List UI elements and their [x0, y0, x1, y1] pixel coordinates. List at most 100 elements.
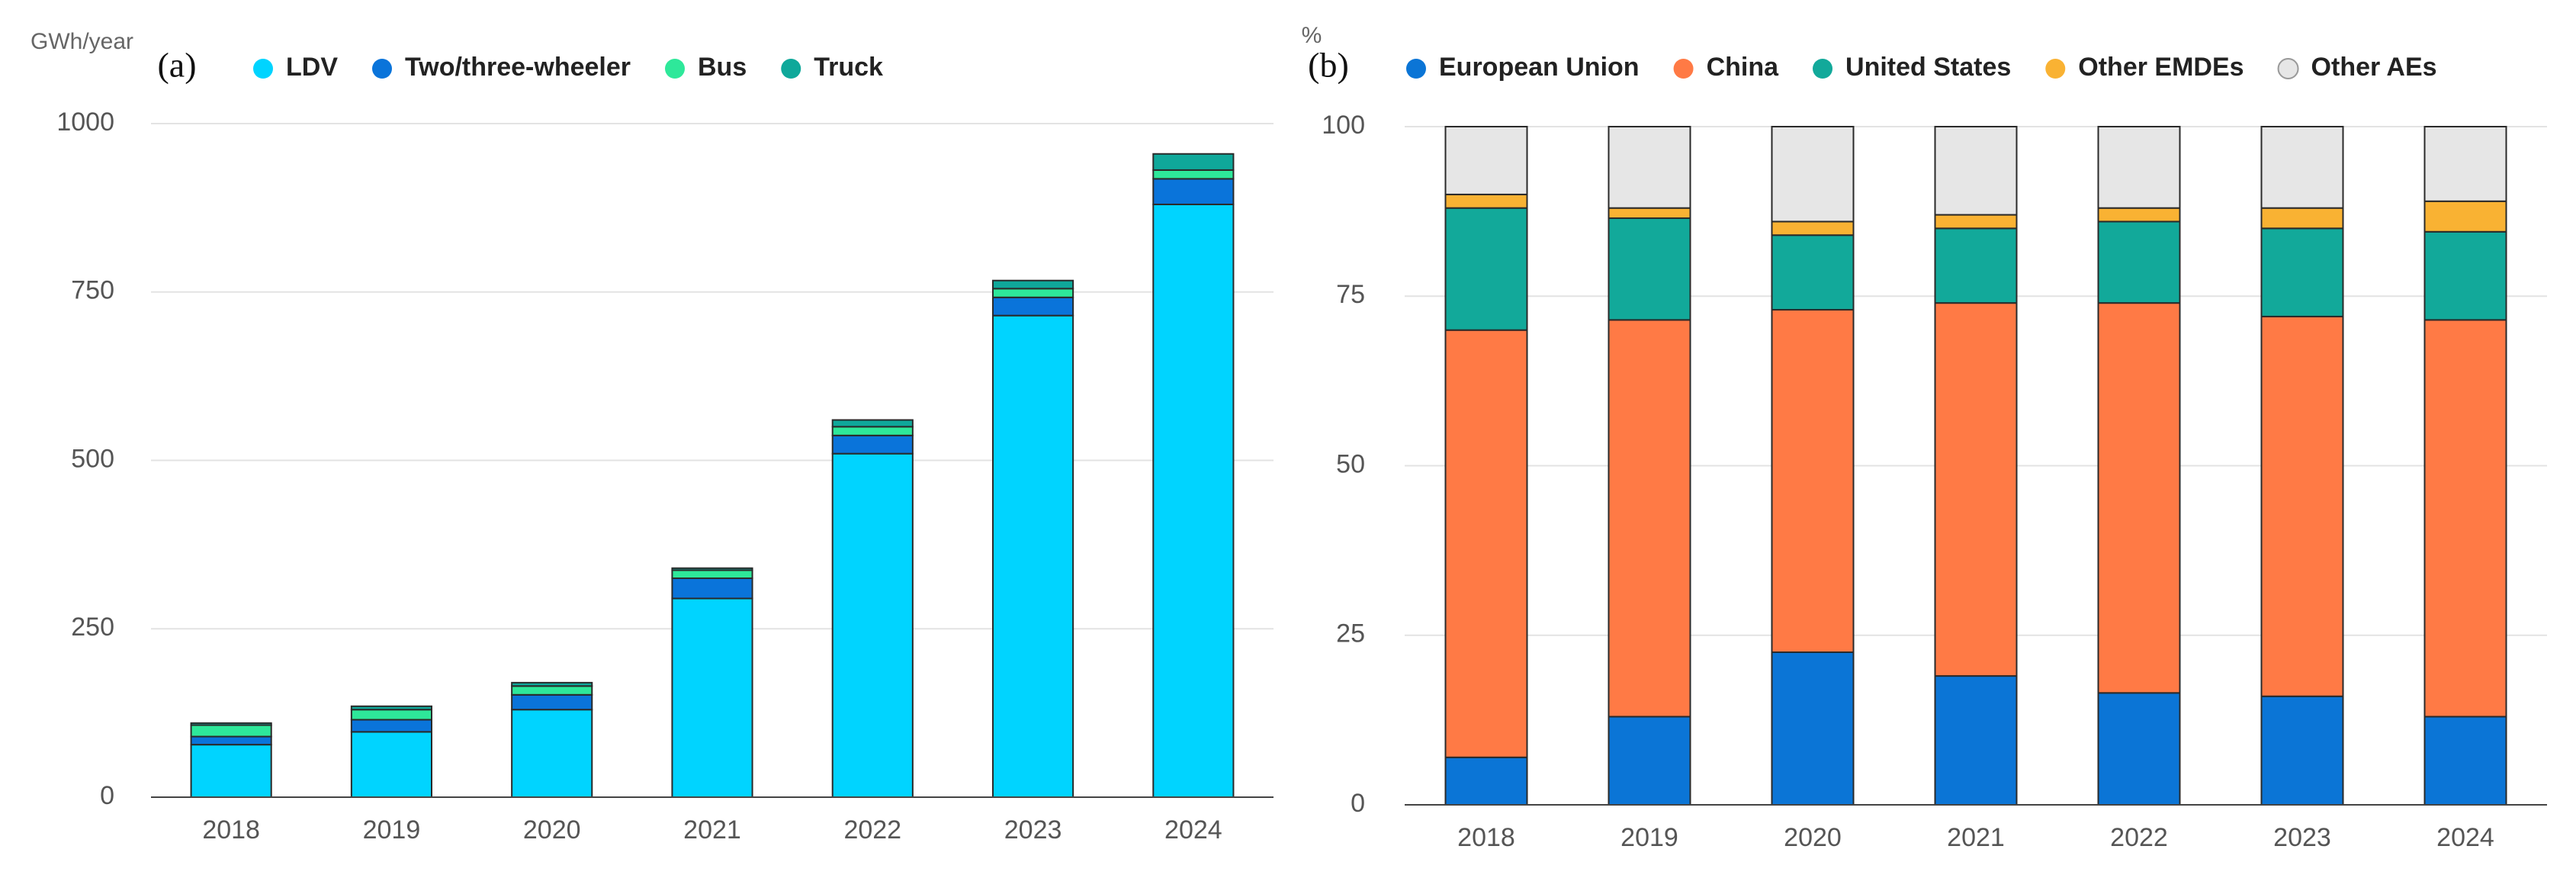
bar-segment	[831, 452, 914, 798]
bar-segment	[831, 426, 914, 436]
legend-label: Truck	[814, 53, 883, 82]
legend-marker	[1813, 59, 1833, 79]
bar-segment	[2260, 207, 2344, 230]
bar-segment	[1444, 126, 1528, 195]
bar-segment	[2423, 200, 2507, 233]
y-tick-label: 50	[1336, 449, 1365, 478]
bar-segment	[190, 724, 272, 738]
panel-title: (b)	[1308, 46, 1349, 85]
legend-marker	[665, 59, 685, 79]
y-tick-label: 25	[1336, 619, 1365, 648]
bar-segment	[2097, 692, 2181, 806]
legend-label: Other AEs	[2311, 53, 2437, 82]
y-axis-unit: %	[1302, 23, 1322, 48]
bar-segment	[2260, 315, 2344, 697]
bar-segment	[350, 731, 433, 798]
y-tick-label: 75	[1336, 280, 1365, 309]
bar-segment	[1771, 126, 1855, 223]
x-tick-label: 2023	[2273, 823, 2331, 852]
x-tick-label: 2021	[1947, 823, 2005, 852]
bar-segment	[1152, 203, 1235, 798]
bar-segment	[2097, 126, 2181, 209]
y-tick-label: 750	[71, 276, 114, 305]
bar-segment	[2423, 126, 2507, 202]
x-tick-label: 2020	[523, 815, 581, 844]
x-tick-label: 2021	[683, 815, 741, 844]
bar-segment	[1934, 302, 2018, 677]
x-tick-label: 2024	[2436, 823, 2494, 852]
bar-segment	[671, 577, 753, 600]
bar-segment	[1152, 169, 1235, 180]
bar-segment	[1152, 178, 1235, 205]
bar-segment	[2097, 207, 2181, 223]
bar-segment	[831, 419, 914, 428]
x-tick-label: 2019	[363, 815, 421, 844]
bar-segment	[1771, 220, 1855, 236]
legend-marker	[253, 59, 273, 79]
bar-segment	[511, 693, 593, 711]
y-tick-label: 250	[71, 613, 114, 642]
x-tick-label: 2018	[202, 815, 260, 844]
bar-segment	[190, 744, 272, 798]
x-tick-label: 2022	[843, 815, 901, 844]
bar-segment	[992, 314, 1074, 798]
bar-segment	[511, 685, 593, 696]
legend-marker	[781, 59, 801, 79]
x-tick-label: 2020	[1784, 823, 1842, 852]
bar-segment	[992, 296, 1074, 317]
bar-segment	[992, 279, 1074, 290]
legend-marker	[2277, 58, 2299, 79]
bar-segment	[1444, 193, 1528, 209]
bar-segment	[1934, 675, 2018, 806]
x-tick-label: 2024	[1164, 815, 1222, 844]
x-tick-label: 2022	[2110, 823, 2168, 852]
bar-segment	[1934, 227, 2018, 304]
legend-marker	[1673, 59, 1694, 79]
bar-segment	[1608, 319, 1691, 718]
bar-segment	[2423, 319, 2507, 718]
bar-segment	[350, 709, 433, 721]
bar-segment	[831, 434, 914, 455]
bar-segment	[1444, 329, 1528, 758]
bar-segment	[350, 705, 433, 711]
bar-segment	[1152, 153, 1235, 171]
legend-marker	[2045, 59, 2066, 79]
bar-segment	[190, 735, 272, 746]
bar-segment	[2260, 227, 2344, 317]
y-tick-label: 0	[100, 781, 114, 810]
bar-segment	[2097, 302, 2181, 694]
legend-label: Bus	[698, 53, 747, 82]
bar-segment	[671, 567, 753, 571]
bar-segment	[2260, 695, 2344, 806]
legend-label: European Union	[1439, 53, 1640, 82]
legend-label: China	[1707, 53, 1780, 82]
bar-segment	[1608, 126, 1691, 209]
bar-segment	[1934, 126, 2018, 216]
x-tick-label: 2023	[1004, 815, 1062, 844]
bar-segment	[1444, 756, 1528, 806]
x-tick-label: 2019	[1620, 823, 1678, 852]
legend-marker	[1406, 59, 1426, 79]
legend-marker	[372, 59, 392, 79]
bar-segment	[671, 569, 753, 580]
bar-segment	[350, 719, 433, 733]
y-tick-label: 0	[1351, 789, 1365, 818]
panel-title: (a)	[157, 46, 196, 85]
bar-segment	[1771, 234, 1855, 311]
bar-segment	[2423, 230, 2507, 321]
legend-label: Two/three-wheeler	[405, 53, 631, 82]
bar-segment	[1934, 214, 2018, 230]
x-tick-label: 2018	[1457, 823, 1515, 852]
y-axis-unit: GWh/year	[31, 29, 133, 54]
bar-segment	[1771, 309, 1855, 653]
legend-label: Other EMDEs	[2078, 53, 2244, 82]
legend-label: United States	[1845, 53, 2011, 82]
bar-segment	[992, 288, 1074, 298]
bar-segment	[1608, 716, 1691, 806]
y-tick-label: 100	[1322, 111, 1365, 140]
bar-segment	[1771, 651, 1855, 806]
y-tick-label: 500	[71, 444, 114, 473]
bar-segment	[1608, 217, 1691, 321]
bar-segment	[2423, 716, 2507, 806]
